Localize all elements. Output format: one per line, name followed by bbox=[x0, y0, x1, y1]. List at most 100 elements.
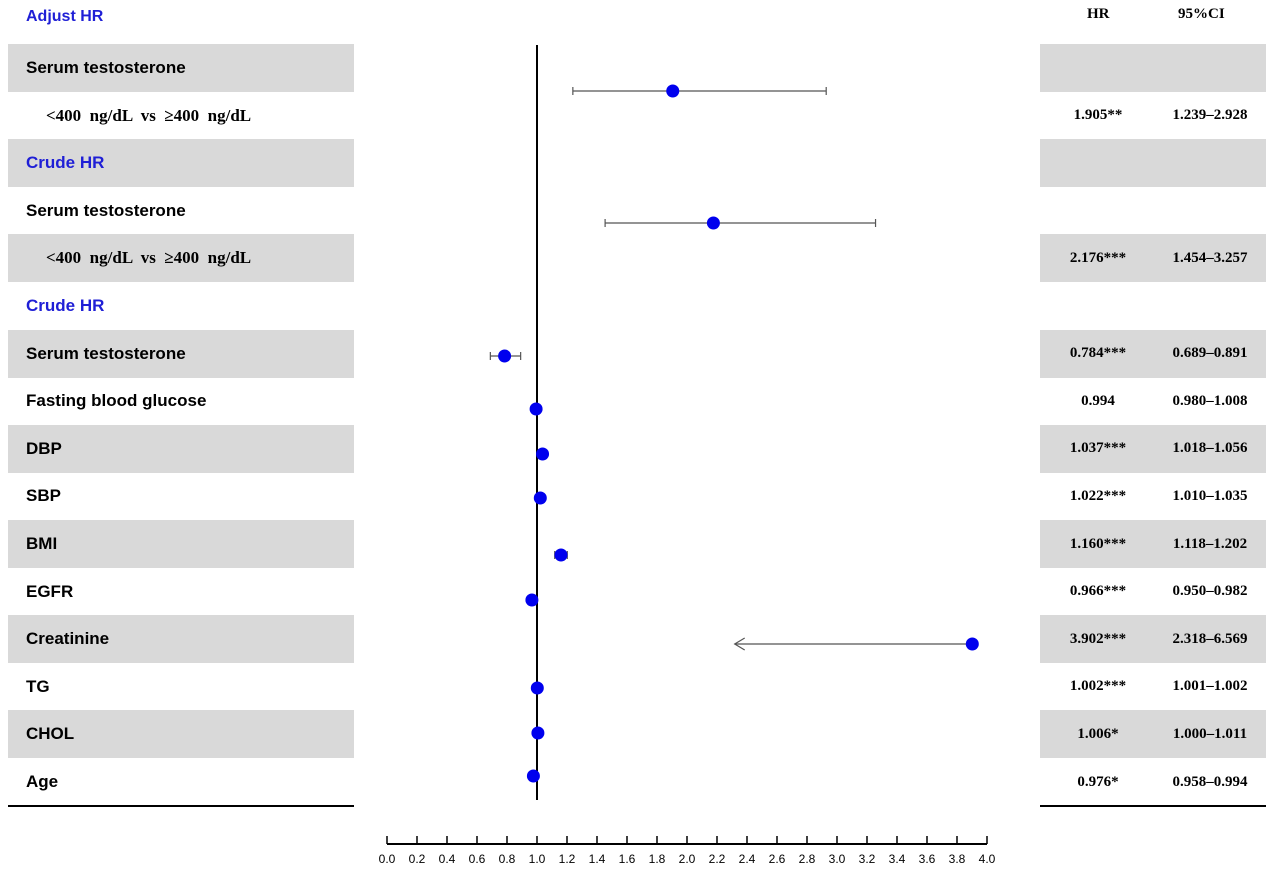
row-values-14: 1.006* 1.000–1.011 bbox=[1040, 710, 1266, 759]
row-label-text: Age bbox=[26, 772, 59, 791]
row-values-6: 0.784*** 0.689–0.891 bbox=[1040, 329, 1266, 378]
x-tick-label: 0.2 bbox=[409, 852, 426, 866]
ci-value: 1.010–1.035 bbox=[1172, 487, 1248, 504]
row-label-8: DBP bbox=[8, 424, 354, 473]
row-label-4: <400 ng/dL vs ≥400 ng/dL bbox=[8, 234, 354, 283]
ci-value: 0.980–1.008 bbox=[1172, 392, 1248, 409]
row-label-text: Serum testosterone bbox=[26, 200, 186, 220]
ci-value: 2.318–6.569 bbox=[1172, 630, 1248, 647]
row-label-text: Crude HR bbox=[26, 296, 105, 315]
row-label-text: BMI bbox=[26, 534, 58, 553]
hr-value: 0.976* bbox=[1077, 773, 1119, 790]
ci-value: 1.118–1.202 bbox=[1172, 535, 1248, 552]
x-tick-label: 0.4 bbox=[439, 852, 456, 866]
row-label-12: Creatinine bbox=[8, 615, 354, 664]
row-label-9: SBP bbox=[8, 472, 354, 520]
row-label-5: Crude HR bbox=[8, 282, 354, 330]
row-values-7: 0.994 0.980–1.008 bbox=[1040, 377, 1266, 425]
row-label-14: CHOL bbox=[8, 710, 354, 759]
row-label-text: SBP bbox=[26, 486, 61, 506]
hr-point bbox=[530, 681, 544, 695]
ci-value: 0.958–0.994 bbox=[1172, 773, 1248, 790]
left-table-bottom-rule bbox=[8, 805, 354, 807]
row-values-11: 0.966*** 0.950–0.982 bbox=[1040, 568, 1266, 616]
x-tick-label: 3.6 bbox=[919, 852, 936, 866]
row-values-1: 1.905** 1.239–2.928 bbox=[1040, 92, 1266, 140]
row-label-text: <400 ng/dL vs ≥400 ng/dL bbox=[46, 105, 252, 125]
row-label-3: Serum testosterone bbox=[8, 187, 354, 235]
ci-value: 0.950–0.982 bbox=[1172, 583, 1248, 600]
hr-value: 0.994 bbox=[1081, 392, 1115, 409]
hr-value: 1.905** bbox=[1073, 107, 1123, 124]
row-values-4: 2.176*** 1.454–3.257 bbox=[1040, 234, 1266, 283]
x-tick-label: 1.2 bbox=[559, 852, 576, 866]
x-tick-label: 1.0 bbox=[529, 852, 546, 866]
hr-value: 1.002*** bbox=[1069, 678, 1127, 695]
ci-value: 1.000–1.011 bbox=[1172, 725, 1248, 742]
hr-value: 1.022*** bbox=[1069, 487, 1127, 504]
x-tick-label: 3.0 bbox=[829, 852, 846, 866]
row-label-13: TG bbox=[8, 663, 354, 711]
row-label-7: Fasting blood glucose bbox=[8, 377, 354, 425]
row-label-text: Fasting blood glucose bbox=[26, 391, 207, 411]
row-label-0: Serum testosterone bbox=[8, 44, 354, 92]
row-values-10: 1.160*** 1.118–1.202 bbox=[1040, 520, 1266, 568]
x-tick-label: 0.6 bbox=[469, 852, 486, 866]
hr-point bbox=[666, 84, 680, 98]
x-tick-label: 2.6 bbox=[769, 852, 786, 866]
x-tick-label: 2.4 bbox=[739, 852, 756, 866]
x-tick-label: 2.0 bbox=[679, 852, 696, 866]
ci-value: 0.689–0.891 bbox=[1172, 345, 1248, 362]
x-tick-label: 1.6 bbox=[619, 852, 636, 866]
row-label-2: Crude HR bbox=[8, 139, 354, 188]
row-values-0 bbox=[1040, 44, 1266, 92]
row-values-8: 1.037*** 1.018–1.056 bbox=[1040, 424, 1266, 473]
row-values-15: 0.976* 0.958–0.994 bbox=[1040, 758, 1266, 806]
row-label-15: Age bbox=[8, 758, 354, 806]
x-tick-label: 2.8 bbox=[799, 852, 816, 866]
hr-value: 1.006* bbox=[1077, 725, 1119, 742]
row-label-text: TG bbox=[26, 676, 50, 696]
x-tick-label: 2.2 bbox=[709, 852, 726, 866]
row-label-text: Creatinine bbox=[26, 629, 110, 649]
hr-point bbox=[526, 769, 540, 783]
hr-point bbox=[965, 637, 979, 651]
x-tick-label: 0.8 bbox=[499, 852, 516, 866]
hr-point bbox=[531, 726, 545, 740]
hr-value: 0.784*** bbox=[1069, 345, 1127, 362]
row-values-9: 1.022*** 1.010–1.035 bbox=[1040, 472, 1266, 520]
row-label-10: BMI bbox=[8, 520, 354, 568]
x-tick-label: 3.4 bbox=[889, 852, 906, 866]
row-label-text: EGFR bbox=[26, 581, 74, 601]
row-label-6: Serum testosterone bbox=[8, 329, 354, 378]
hr-point bbox=[533, 491, 547, 505]
hr-point bbox=[706, 216, 720, 230]
truncation-arrow bbox=[733, 637, 746, 651]
x-tick-label: 0.0 bbox=[379, 852, 396, 866]
ci-value: 1.001–1.002 bbox=[1172, 678, 1248, 695]
hr-point bbox=[498, 349, 512, 363]
hr-value: 1.160*** bbox=[1069, 535, 1127, 552]
hr-point bbox=[554, 548, 568, 562]
ci-value: 1.454–3.257 bbox=[1172, 249, 1248, 266]
hr-point bbox=[525, 593, 539, 607]
row-values-13: 1.002*** 1.001–1.002 bbox=[1040, 663, 1266, 711]
hr-value: 3.902*** bbox=[1069, 630, 1127, 647]
x-tick-label: 3.8 bbox=[949, 852, 966, 866]
row-values-12: 3.902*** 2.318–6.569 bbox=[1040, 615, 1266, 664]
row-label-text: CHOL bbox=[26, 724, 75, 744]
row-label-text: Serum testosterone bbox=[26, 58, 186, 77]
hr-value: 0.966*** bbox=[1069, 583, 1127, 600]
x-tick-label: 3.2 bbox=[859, 852, 876, 866]
row-label-1: <400 ng/dL vs ≥400 ng/dL bbox=[8, 92, 354, 140]
hr-value: 1.037*** bbox=[1069, 440, 1127, 457]
ci-value: 1.239–2.928 bbox=[1172, 107, 1248, 124]
hr-value: 2.176*** bbox=[1069, 249, 1127, 266]
right-table-bottom-rule bbox=[1040, 805, 1266, 807]
hr-point bbox=[536, 447, 550, 461]
row-label-text: Crude HR bbox=[26, 153, 105, 173]
adjust-hr-title: Adjust HR bbox=[26, 8, 104, 25]
row-values-2 bbox=[1040, 139, 1266, 188]
hr-column-header: HR bbox=[1087, 6, 1110, 22]
